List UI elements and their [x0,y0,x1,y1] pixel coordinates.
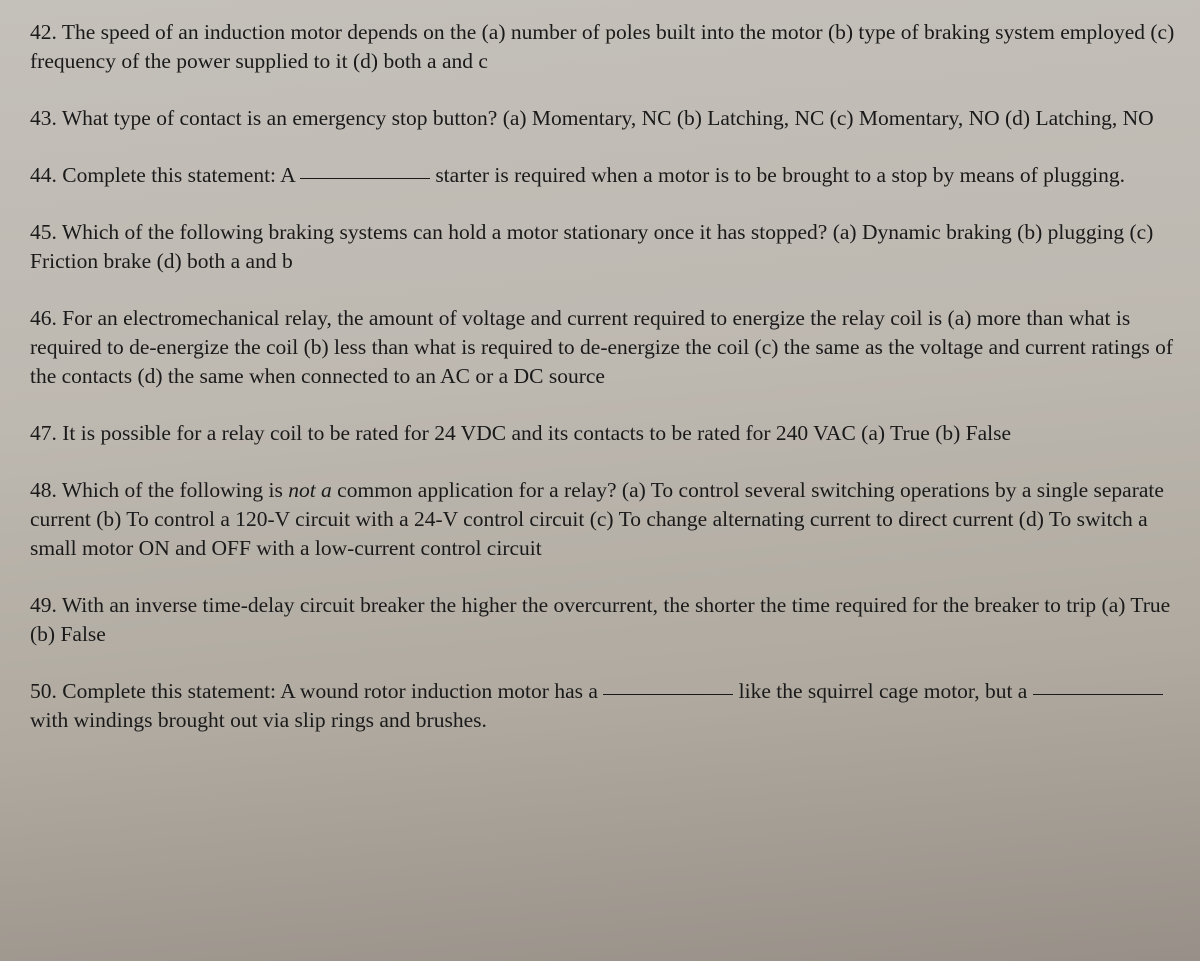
question-text: It is possible for a relay coil to be ra… [62,421,1011,445]
question-tail: starter is required when a motor is to b… [435,163,1125,187]
worksheet-page: 42. The speed of an induction motor depe… [0,0,1200,735]
question-mid: like the squirrel cage motor, but a [739,679,1028,703]
question-text: With an inverse time-delay circuit break… [30,593,1170,646]
question-42: 42. The speed of an induction motor depe… [30,18,1176,76]
question-number: 45. [30,220,57,244]
fill-blank[interactable] [300,178,430,179]
question-number: 48. [30,478,57,502]
question-tail: with windings brought out via slip rings… [30,708,487,732]
question-italic: not a [288,478,332,502]
question-45: 45. Which of the following braking syste… [30,218,1176,276]
question-48: 48. Which of the following is not a comm… [30,476,1176,563]
fill-blank[interactable] [1033,694,1163,695]
question-text: The speed of an induction motor depends … [30,20,1174,73]
question-lead: Complete this statement: A [62,163,294,187]
question-number: 50. [30,679,57,703]
question-pre: Which of the following is [62,478,288,502]
question-text: Which of the following braking systems c… [30,220,1153,273]
question-text: For an electromechanical relay, the amou… [30,306,1173,388]
question-number: 43. [30,106,57,130]
question-46: 46. For an electromechanical relay, the … [30,304,1176,391]
question-lead: Complete this statement: A wound rotor i… [62,679,598,703]
question-text: What type of contact is an emergency sto… [62,106,1154,130]
question-47: 47. It is possible for a relay coil to b… [30,419,1176,448]
question-number: 42. [30,20,57,44]
question-44: 44. Complete this statement: A starter i… [30,161,1176,190]
question-number: 46. [30,306,57,330]
question-50: 50. Complete this statement: A wound rot… [30,677,1176,735]
question-49: 49. With an inverse time-delay circuit b… [30,591,1176,649]
fill-blank[interactable] [603,694,733,695]
question-number: 49. [30,593,57,617]
question-number: 44. [30,163,57,187]
question-number: 47. [30,421,57,445]
question-43: 43. What type of contact is an emergency… [30,104,1176,133]
